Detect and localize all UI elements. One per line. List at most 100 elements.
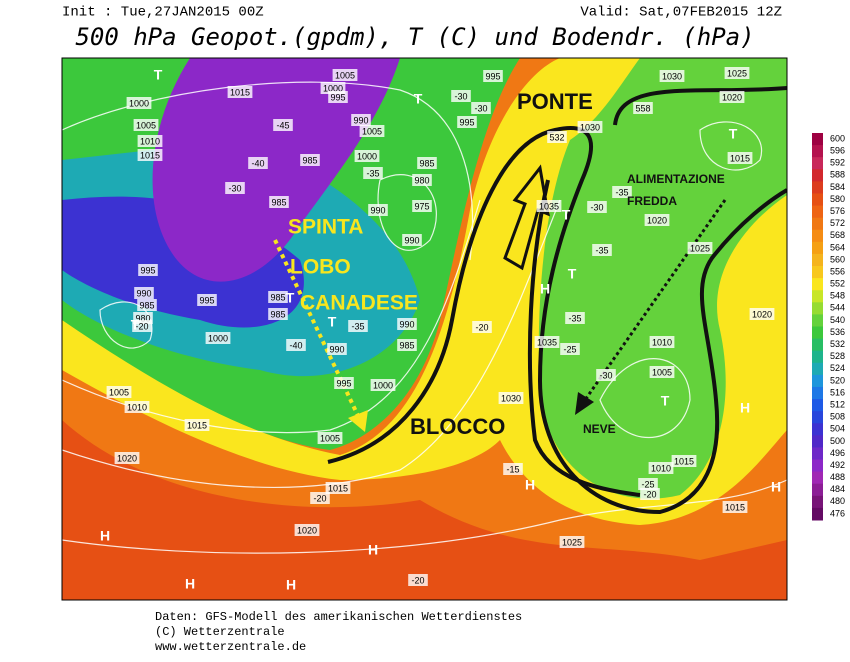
label-box — [727, 152, 753, 164]
scale-label: 480 — [830, 496, 845, 506]
contour-label: 990 — [404, 235, 419, 245]
contour-label: 1020 — [647, 215, 667, 225]
contour-label: 1005 — [362, 126, 382, 136]
arrow-head — [575, 392, 594, 415]
scale-label: 560 — [830, 254, 845, 264]
label-box — [640, 488, 660, 500]
contour-label: 1015 — [730, 153, 750, 163]
contour-label: 985 — [271, 197, 286, 207]
contour-label: 990 — [370, 205, 385, 215]
scale-label: 504 — [830, 424, 845, 434]
label-box — [659, 70, 685, 82]
label-box — [498, 392, 524, 404]
contour-label: -35 — [351, 321, 364, 331]
label-box — [503, 463, 523, 475]
contour-label: 1000 — [323, 83, 343, 93]
label-box — [197, 294, 217, 306]
scale-swatch — [812, 447, 823, 461]
contour-label: 1010 — [651, 463, 671, 473]
init-time: Init : Tue,27JAN2015 00Z — [62, 5, 264, 21]
label-box — [472, 321, 492, 333]
pressure-center: H — [540, 281, 550, 297]
pressure-center: H — [100, 528, 110, 544]
label-box — [227, 86, 253, 98]
annotation: CANADESE — [300, 292, 418, 315]
label-box — [648, 462, 674, 474]
contour-label: -35 — [568, 313, 581, 323]
contour-label: -20 — [475, 322, 488, 332]
contour-label: 995 — [485, 71, 500, 81]
contour-label: 1035 — [537, 337, 557, 347]
pressure-center: T — [154, 67, 163, 83]
scale-label: 500 — [830, 436, 845, 446]
contour-label: -20 — [643, 489, 656, 499]
scale-swatch — [812, 241, 823, 255]
label-box — [592, 244, 612, 256]
label-box — [328, 91, 348, 103]
arrow-path — [273, 239, 362, 421]
label-box — [334, 377, 354, 389]
contour-label: 1020 — [117, 453, 137, 463]
label-box — [248, 157, 268, 169]
scale-label: 524 — [830, 363, 845, 373]
scale-swatch — [812, 459, 823, 473]
contour-label: 1000 — [373, 380, 393, 390]
contour-label: 1015 — [187, 420, 207, 430]
label-box — [205, 332, 231, 344]
contour-label: -30 — [590, 202, 603, 212]
arrow-path — [583, 199, 727, 401]
contour-label: -30 — [474, 103, 487, 113]
label-box — [451, 90, 471, 102]
scale-label: 540 — [830, 315, 845, 325]
contour-label: 558 — [635, 103, 650, 113]
label-box — [671, 455, 697, 467]
scale-swatch — [812, 133, 823, 146]
contour-label: 1015 — [230, 87, 250, 97]
contour-label: 995 — [199, 295, 214, 305]
contour-label: 990 — [399, 319, 414, 329]
scale-label: 484 — [830, 484, 845, 494]
contour-label: 1030 — [501, 393, 521, 403]
label-box — [724, 67, 750, 79]
pressure-center: T — [568, 266, 577, 282]
scale-label: 588 — [830, 170, 845, 180]
label-box — [286, 339, 306, 351]
label-box — [327, 343, 347, 355]
scale-label: 548 — [830, 291, 845, 301]
label-box — [225, 182, 245, 194]
scale-label: 572 — [830, 218, 845, 228]
label-box — [332, 69, 358, 81]
label-box — [269, 196, 289, 208]
label-box — [722, 501, 748, 513]
scale-label: 520 — [830, 375, 845, 385]
contour-label: 985 — [270, 309, 285, 319]
label-box — [402, 234, 422, 246]
scale-swatch — [812, 350, 823, 364]
label-box — [294, 524, 320, 536]
map-title: 500 hPa Geopot.(gpdm), T (C) und Bodendr… — [75, 23, 754, 51]
contour-label: 990 — [136, 288, 151, 298]
pressure-center: T — [562, 207, 571, 223]
contour-label: -35 — [366, 168, 379, 178]
contour-label: 985 — [270, 292, 285, 302]
contour-label: 1020 — [297, 525, 317, 535]
scale-label: 508 — [830, 412, 845, 422]
scale-swatch — [812, 217, 823, 231]
scale-swatch — [812, 266, 823, 279]
scale-label: 592 — [830, 158, 845, 168]
contour-label: 1030 — [662, 71, 682, 81]
label-box — [649, 336, 675, 348]
polar-vortex — [152, 58, 400, 282]
pressure-center: H — [368, 542, 378, 558]
contour-label: 980 — [414, 175, 429, 185]
scale-swatch — [812, 278, 823, 291]
contour-label: 1010 — [127, 402, 147, 412]
color-scale: 600 596 592 588 584 580 576 572 568 564 560 556 552 5… — [812, 133, 845, 521]
label-box — [325, 482, 351, 494]
label-box — [137, 149, 163, 161]
annotation: ALIMENTAZIONE — [627, 172, 725, 186]
annotation: FREDDA — [627, 194, 677, 208]
contour-label: 1025 — [562, 537, 582, 547]
pressure-center: H — [286, 577, 296, 593]
scale-label: 492 — [830, 460, 845, 470]
